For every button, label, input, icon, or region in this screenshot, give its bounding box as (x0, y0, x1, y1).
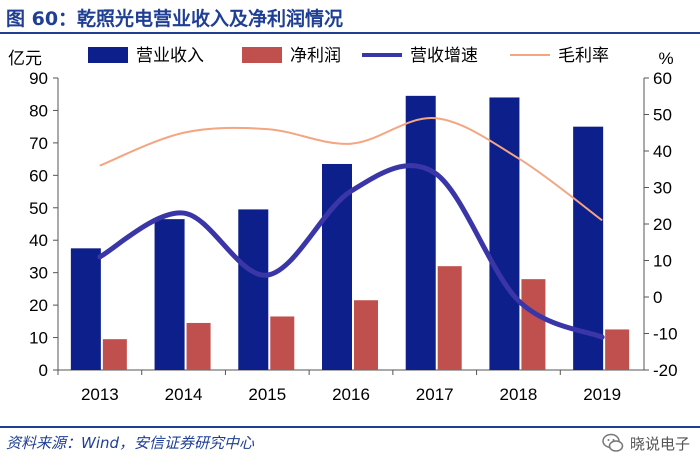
y-tick-left-label: 20 (29, 296, 48, 315)
x-tick-label: 2013 (81, 385, 119, 404)
y-tick-right-label: 30 (653, 179, 672, 198)
tick-labels-layer: 0 10 20 30 40 50 60 70 80 90 -20 -10 0 10 20 30 40 50 60 亿元… (8, 49, 678, 404)
revenue-bar (238, 209, 269, 370)
y-tick-right-label: 60 (653, 69, 672, 88)
legend-label: 净利润 (290, 46, 341, 65)
y-tick-right-label: 50 (653, 106, 672, 125)
y-tick-right-label: 40 (653, 142, 672, 161)
revenue-growth-line (97, 163, 605, 340)
x-tick-label: 2014 (165, 385, 203, 404)
legend-label: 毛利率 (558, 46, 609, 65)
x-tick-label: 2016 (332, 385, 370, 404)
y-tick-left-label: 40 (29, 231, 48, 250)
x-tick-label: 2017 (416, 385, 454, 404)
net-profit-bar (605, 329, 630, 370)
y-tick-right-label: 20 (653, 215, 672, 234)
y-tick-left-label: 60 (29, 166, 48, 185)
watermark: 晓说电子 (602, 430, 690, 456)
title-bar: 图 60：乾照光电营业收入及净利润情况 (0, 0, 700, 34)
wechat-icon (602, 433, 624, 452)
footer-divider (0, 426, 700, 428)
combo-chart: 0 10 20 30 40 50 60 70 80 90 -20 -10 0 10 20 30 40 50 60 亿元… (8, 46, 678, 404)
legend-swatch (88, 47, 128, 63)
y-axis-right-label: % (658, 49, 673, 68)
net-profit-bar (521, 279, 546, 370)
y-tick-left-label: 0 (39, 361, 48, 380)
y-tick-right-label: 10 (653, 252, 672, 271)
y-tick-left-label: 10 (29, 329, 48, 348)
legend: 营业收入 净利润 营收增速 毛利率 (88, 46, 609, 65)
gross-margin-line (99, 117, 603, 222)
net-profit-bar (354, 300, 378, 370)
source-note: 资料来源：Wind，安信证券研究中心 (6, 434, 255, 452)
legend-label: 营业收入 (136, 46, 204, 65)
net-profit-bar (437, 266, 462, 370)
legend-swatch (242, 47, 282, 63)
y-tick-left-label: 70 (29, 134, 48, 153)
watermark-text: 晓说电子 (629, 434, 690, 453)
y-tick-left-label: 30 (29, 264, 48, 283)
y-tick-right-label: -10 (653, 325, 678, 344)
y-tick-right-label: -20 (653, 361, 678, 380)
net-profit-bar (102, 339, 127, 370)
y-tick-left-label: 80 (29, 101, 48, 120)
revenue-bar (70, 248, 101, 370)
title-divider (0, 32, 700, 34)
bar-series-layer (70, 95, 630, 371)
y-tick-left-label: 50 (29, 199, 48, 218)
net-profit-bar (186, 322, 211, 370)
x-tick-label: 2018 (500, 385, 538, 404)
line-series-layer (97, 117, 605, 340)
revenue-bar (322, 163, 352, 370)
revenue-bar (489, 97, 520, 370)
revenue-bar (154, 219, 185, 370)
figure-title: 图 60：乾照光电营业收入及净利润情况 (6, 8, 344, 30)
y-axis-left-label: 亿元 (8, 49, 42, 68)
net-profit-bar (270, 316, 295, 370)
legend-label: 营收增速 (410, 46, 478, 65)
y-tick-left-label: 90 (29, 69, 48, 88)
x-tick-label: 2019 (583, 385, 621, 404)
x-tick-label: 2015 (248, 385, 286, 404)
y-tick-right-label: 0 (653, 288, 662, 307)
revenue-bar (405, 95, 436, 370)
